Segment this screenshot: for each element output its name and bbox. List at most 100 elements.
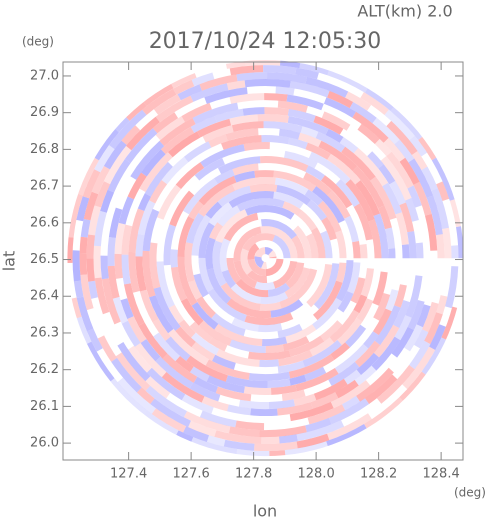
echo-cell (254, 256, 264, 269)
echo-cell (168, 131, 201, 158)
echo-cell (135, 234, 145, 257)
echo-cell (223, 439, 255, 451)
echo-cell (121, 254, 131, 285)
echo-cell (142, 250, 156, 298)
echo-cell (418, 135, 438, 161)
echo-cell (356, 367, 394, 402)
x-tick-label: 127.6 (173, 467, 210, 482)
echo-cell (216, 348, 260, 367)
echo-cell (313, 378, 348, 401)
echo-cell (151, 408, 187, 433)
echo-cell (421, 166, 438, 191)
echo-cell (205, 359, 250, 380)
echo-cell (114, 253, 123, 279)
echo-cell (310, 392, 339, 409)
echo-cell (355, 180, 381, 216)
echo-cell (170, 249, 178, 268)
echo-cell (288, 137, 308, 150)
echo-cell (72, 250, 81, 282)
echo-cell (353, 203, 373, 241)
y-tick-label: 26.7 (30, 179, 59, 194)
echo-cell (205, 201, 223, 219)
echo-cell (103, 140, 127, 170)
echo-cell (140, 339, 161, 362)
echo-cell (415, 242, 424, 259)
echo-cell (357, 123, 380, 144)
echo-cell (349, 102, 377, 124)
echo-cell (121, 320, 141, 347)
echo-cell (204, 87, 248, 104)
echo-cell (399, 371, 428, 403)
echo-cell (431, 188, 449, 229)
echo-cell (188, 420, 217, 437)
echo-cell (175, 356, 194, 373)
echo-cell (191, 332, 220, 356)
echo-cell (304, 189, 323, 206)
echo-cell (345, 324, 367, 348)
echo-cell (208, 134, 228, 148)
echo-cell (214, 323, 263, 346)
echo-cell (265, 344, 285, 354)
echo-cell (114, 222, 126, 255)
echo-cell (153, 94, 181, 115)
echo-cell (181, 102, 212, 123)
echo-cell (94, 181, 111, 208)
echo-cell (162, 353, 198, 383)
echo-cell (217, 185, 252, 207)
echo-cell (327, 190, 351, 219)
echo-cell (152, 318, 171, 341)
echo-cell (186, 212, 205, 244)
echo-cell (112, 296, 129, 324)
echo-cell (365, 374, 398, 404)
echo-cell (103, 145, 132, 185)
echo-cell (264, 107, 289, 116)
echo-cell (416, 304, 431, 328)
echo-cell (196, 296, 216, 319)
echo-cell (94, 145, 115, 173)
echo-cell (236, 198, 285, 212)
echo-cell (276, 185, 311, 206)
echo-cell (305, 165, 325, 181)
echo-cell (370, 176, 397, 220)
echo-cell (268, 399, 295, 409)
echo-cell (134, 342, 167, 378)
echo-cell (240, 248, 253, 275)
echo-cell (149, 242, 161, 289)
echo-cell (226, 258, 242, 284)
echo-cell (408, 158, 434, 198)
echo-cell (139, 152, 173, 192)
echo-cell (264, 93, 288, 102)
echo-cell (93, 245, 102, 279)
echo-cell (226, 80, 246, 91)
echo-cell (109, 109, 147, 150)
echo-cell (339, 137, 359, 154)
echo-cell (260, 226, 290, 242)
echo-cell (289, 374, 307, 386)
echo-cell (365, 86, 395, 111)
echo-cell (382, 182, 402, 215)
echo-cell (465, 244, 473, 258)
echo-cell (184, 242, 195, 283)
echo-cell (221, 135, 262, 150)
echo-cell (212, 354, 236, 370)
y-axis-label: lat (0, 251, 19, 272)
echo-cell (88, 205, 102, 236)
echo-cell (265, 258, 284, 277)
echo-cell (326, 424, 368, 448)
echo-cell (146, 367, 186, 401)
y-tick-label: 26.9 (30, 105, 59, 120)
echo-cell (277, 360, 305, 374)
echo-cell (248, 350, 291, 361)
echo-cell (305, 76, 349, 98)
echo-cell (171, 266, 188, 302)
echo-cell (385, 227, 396, 249)
echo-cell (221, 269, 236, 289)
echo-cell (305, 142, 331, 160)
echo-cell (395, 212, 409, 245)
echo-cell (118, 196, 134, 225)
echo-cell (198, 222, 215, 258)
echo-cell (262, 336, 288, 347)
echo-cell (168, 328, 209, 366)
x-unit: (deg) (454, 486, 486, 500)
echo-cell (293, 225, 312, 259)
